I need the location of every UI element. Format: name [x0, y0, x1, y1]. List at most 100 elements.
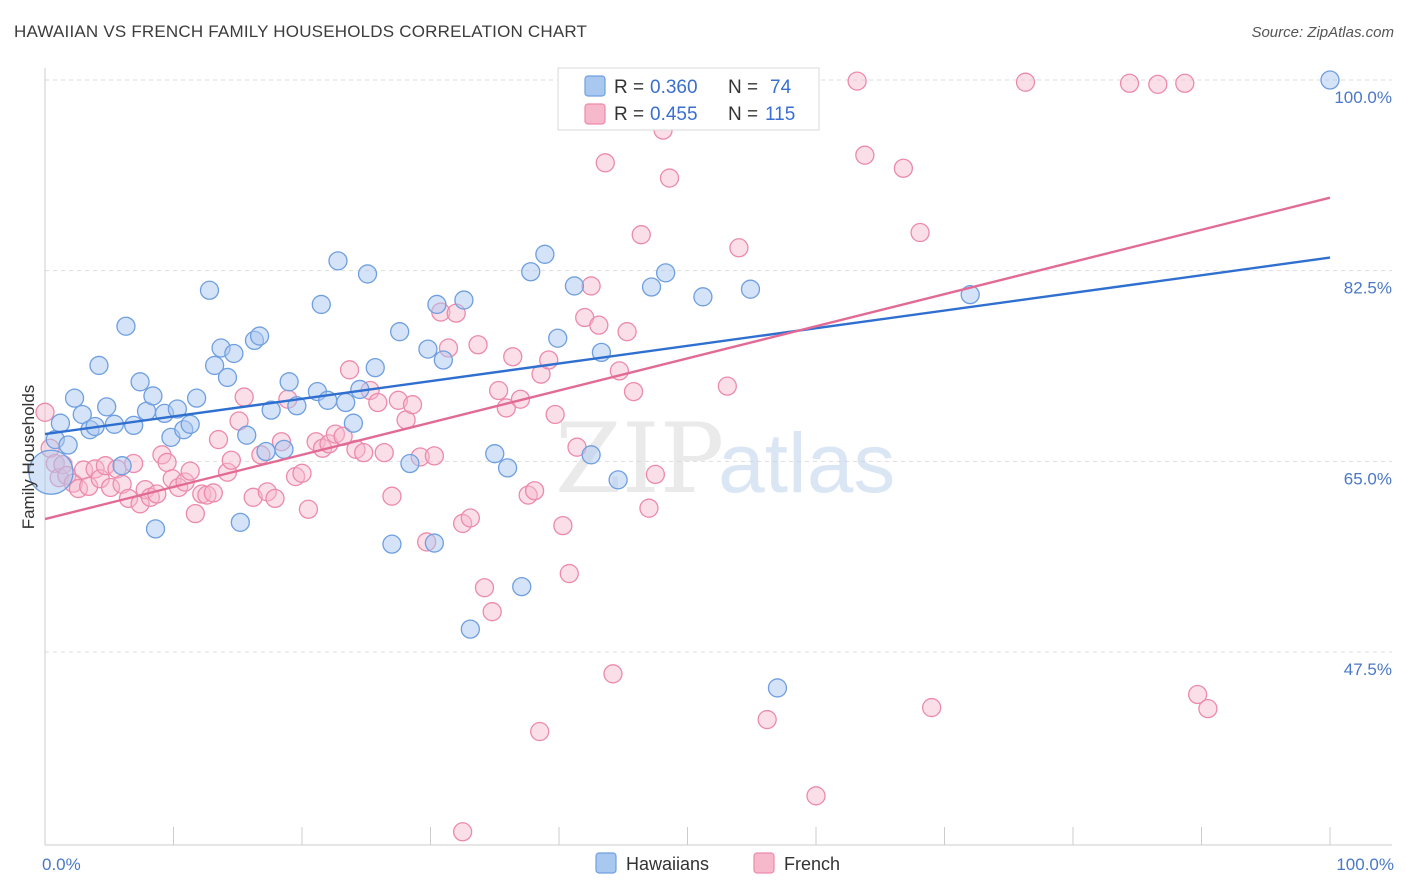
hawaiians-point-71 [960, 284, 980, 305]
french-point-85 [581, 276, 601, 296]
x-tick-labels: 0.0% 100.0% [42, 855, 1394, 874]
french-point-27 [180, 461, 200, 481]
hawaiians-point-62 [564, 276, 585, 296]
hawaiians-point-49 [400, 453, 420, 474]
hawaiians-point-14 [130, 372, 150, 392]
hawaiians-point-32 [249, 326, 270, 346]
french-point-9 [79, 476, 99, 497]
french-point-44 [292, 463, 312, 483]
y-tick-label-1: 65.0% [1344, 469, 1392, 488]
hawaiians-point-56 [485, 444, 505, 464]
french-point-94 [645, 464, 666, 485]
french-point-96 [659, 168, 680, 188]
bottom-legend-label-hawaiians: Hawaiians [626, 854, 709, 874]
hawaiians-point-52 [427, 294, 447, 315]
bottom-legend-swatch-french [753, 852, 775, 874]
french-point-90 [617, 322, 637, 342]
hawaiians-point-55 [460, 619, 480, 639]
legend-n-value-hawaiians: 74 [770, 77, 792, 98]
hawaiians-point-50 [418, 339, 438, 359]
hawaiians-point-43 [343, 413, 364, 433]
french-point-114 [452, 822, 473, 842]
legend-n-label-french: N = [728, 104, 758, 125]
french-point-82 [559, 563, 579, 584]
french-point-31 [203, 483, 223, 503]
hawaiians-point-24 [199, 280, 220, 300]
french-point-92 [631, 225, 651, 245]
grid-lines [45, 79, 1392, 653]
french-point-107 [922, 697, 942, 718]
hawaiians-point-42 [336, 392, 356, 413]
hawaiians-point-66 [641, 277, 662, 297]
french-point-100 [757, 709, 777, 730]
legend-n-label-hawaiians: N = [728, 77, 758, 98]
legend-r-value-french: 0.455 [650, 104, 698, 125]
hawaiians-point-12 [116, 316, 136, 336]
chart-title: HAWAIIAN VS FRENCH FAMILY HOUSEHOLDS COR… [14, 22, 588, 41]
french-point-34 [221, 450, 241, 470]
french-point-39 [257, 482, 277, 502]
legend-r-label-hawaiians: R = [614, 77, 644, 98]
hawaiians-point-59 [521, 262, 541, 282]
hawaiians-point-28 [224, 343, 244, 364]
french-point-105 [893, 158, 914, 178]
bottom-legend-label-french: French [784, 854, 840, 874]
hawaiians-point-47 [382, 534, 402, 554]
bottom-legend: Hawaiians French [595, 852, 840, 874]
y-tick-label-2: 82.5% [1344, 279, 1392, 298]
hawaiians-point-17 [145, 519, 166, 539]
french-point-60 [402, 395, 423, 415]
french-trend-line [44, 196, 1331, 521]
french-point-88 [603, 664, 623, 684]
hawaiians-point-35 [274, 439, 294, 459]
hawaiians-point-53 [433, 350, 454, 370]
hawaiians-point-57 [497, 458, 518, 478]
french-point-0 [35, 402, 55, 422]
x-tick-label-1: 100.0% [1336, 855, 1394, 874]
french-point-68 [460, 508, 480, 528]
hawaiians-point-65 [608, 470, 628, 490]
hawaiians-point-30 [237, 425, 257, 445]
hawaiians-point-54 [454, 290, 474, 310]
y-tick-label-0: 47.5% [1344, 660, 1392, 679]
hawaiians-point-48 [390, 322, 410, 342]
hawaiians-point-70 [767, 678, 788, 698]
french-point-37 [243, 487, 263, 507]
french-point-77 [524, 481, 545, 501]
hawaiians-point-60 [535, 244, 555, 264]
hawaiians-point-33 [256, 441, 276, 462]
trend-lines [44, 196, 1331, 521]
legend-n-value-french: 115 [765, 104, 795, 125]
hawaiians-point-27 [217, 367, 238, 388]
french-point-70 [474, 578, 495, 598]
french-point-36 [234, 387, 254, 407]
french-point-106 [910, 222, 930, 243]
hawaiians-point-69 [740, 279, 761, 299]
french-point-51 [339, 360, 360, 380]
hawaiians-point-34 [261, 400, 281, 420]
french-point-74 [503, 347, 523, 367]
hawaiians-point-23 [186, 388, 207, 408]
legend-r-label-french: R = [614, 104, 644, 125]
french-point-23 [157, 452, 177, 473]
hawaiians-point-4 [64, 388, 85, 408]
french-point-86 [589, 315, 609, 335]
top-legend: R = 0.360 N = 74 R = 0.455 N = 115 [557, 67, 820, 131]
hawaiians-point-13 [124, 415, 144, 436]
hawaiians-point-0 [28, 449, 74, 495]
legend-r-value-hawaiians: 0.360 [650, 77, 698, 98]
hawaiians-point-61 [548, 328, 568, 348]
hawaiians-point-22 [180, 414, 200, 434]
french-point-45 [298, 499, 319, 519]
french-point-32 [208, 429, 229, 450]
hawaiians-point-29 [230, 512, 250, 532]
hawaiians-point-67 [656, 263, 676, 283]
french-point-104 [855, 145, 875, 165]
french-point-53 [354, 442, 374, 463]
french-point-63 [424, 446, 445, 466]
hawaiians-point-72 [1320, 70, 1340, 90]
hawaiians-point-3 [58, 435, 78, 455]
hawaiians-point-45 [357, 264, 378, 284]
hawaiians-trend-line [44, 256, 1331, 436]
french-point-72 [488, 380, 509, 401]
